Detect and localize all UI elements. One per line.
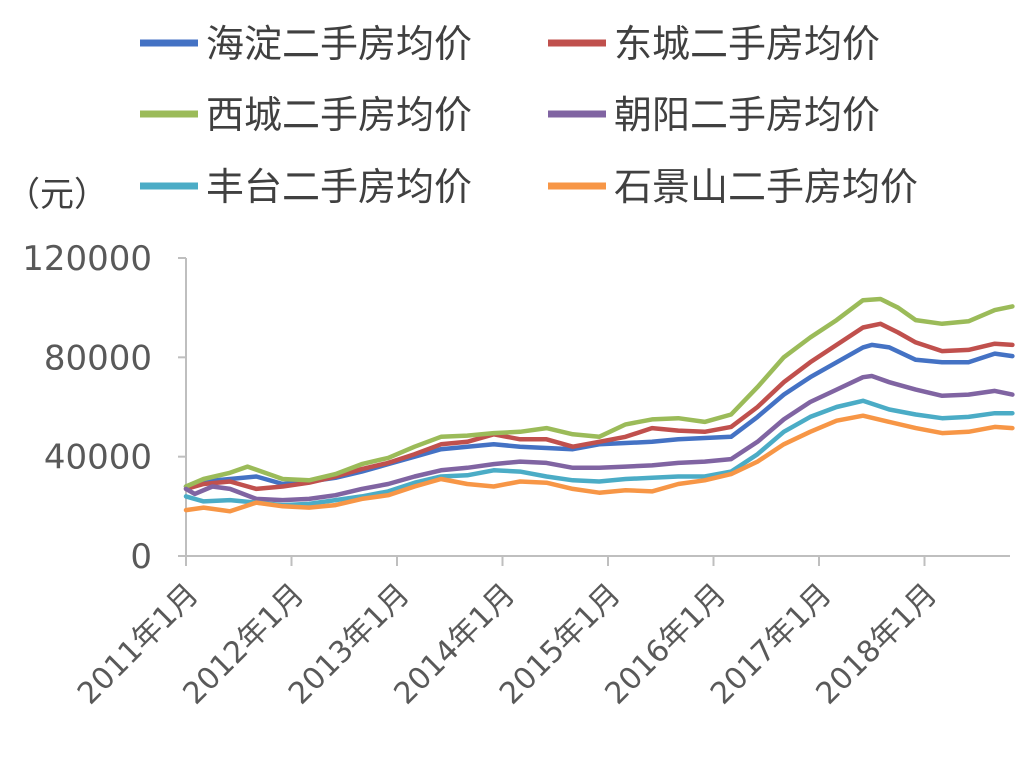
- legend-label-4: 朝阳二手房均价: [614, 93, 880, 137]
- legend-label-6: 石景山二手房均价: [614, 165, 918, 209]
- series-line-4: [183, 373, 1015, 503]
- series-line-3: [183, 296, 1015, 489]
- series-lines: [183, 296, 1015, 514]
- x-axis-ticks: 2011年1月2012年1月2013年1月2014年1月2015年1月2016年…: [71, 556, 944, 712]
- legend-label-3: 西城二手房均价: [206, 93, 472, 137]
- legend-label-2: 东城二手房均价: [614, 22, 880, 66]
- series-line-2: [183, 321, 1015, 492]
- series-line-5: [183, 398, 1015, 508]
- y-axis-ticks: 0 40000 80000 120000: [22, 239, 186, 577]
- y-tick-label: 120000: [22, 239, 152, 279]
- series-line-1: [183, 342, 1015, 489]
- series-line-6: [183, 413, 1015, 514]
- y-axis-unit-label: （元）: [6, 175, 108, 215]
- legend-label-1: 海淀二手房均价: [206, 22, 472, 66]
- y-tick-label: 80000: [44, 338, 152, 378]
- legend-label-5: 丰台二手房均价: [206, 165, 472, 209]
- y-tick-label: 0: [130, 537, 152, 577]
- y-tick-label: 40000: [44, 438, 152, 478]
- axes: [185, 258, 1010, 557]
